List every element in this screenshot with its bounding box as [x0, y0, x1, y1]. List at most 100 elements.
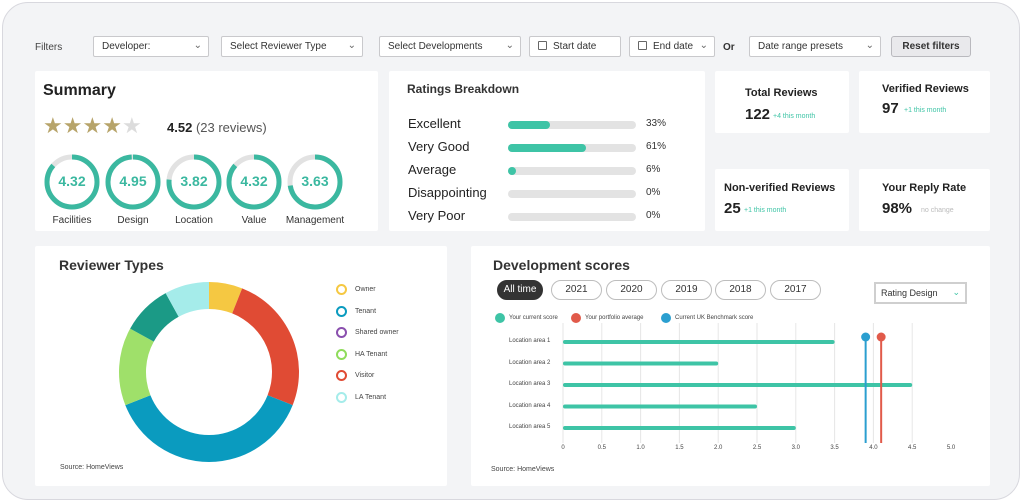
year-tab[interactable]: 2017: [770, 280, 821, 300]
category-label: Location area 3: [509, 381, 551, 387]
total-reviews-card: [715, 71, 849, 133]
legend-label: Owner: [355, 286, 376, 293]
donut-slice[interactable]: [119, 328, 154, 406]
gauge-fill: [44, 154, 100, 210]
x-tick-label: 0: [561, 445, 565, 451]
developments-select[interactable]: Select Developments ⌄: [379, 36, 521, 57]
verified-reviews-title: Verified Reviews: [882, 83, 969, 95]
chevron-down-icon: ⌄: [865, 40, 874, 51]
developer-select[interactable]: Developer: ⌄: [93, 36, 209, 57]
chevron-down-icon: ⌄: [193, 40, 202, 51]
rating-percent: 33%: [646, 118, 667, 129]
total-reviews-title: Total Reviews: [745, 87, 818, 99]
non-verified-reviews-card: [715, 169, 849, 231]
score-bar[interactable]: [563, 361, 719, 366]
verified-reviews-delta: +1 this month: [904, 107, 947, 114]
legend-swatch: [336, 284, 347, 295]
reviewer-types-donut-chart: [119, 282, 299, 462]
developments-select-value: Select Developments: [388, 41, 483, 52]
year-tab[interactable]: 2018: [715, 280, 766, 300]
score-gauge: 4.32: [225, 153, 283, 211]
legend-swatch: [661, 313, 671, 323]
or-label: Or: [723, 42, 735, 53]
date-presets-select[interactable]: Date range presets ⌄: [749, 36, 881, 57]
rating-percent: 61%: [646, 141, 667, 152]
gauge-fill: [105, 154, 161, 210]
donut-slice[interactable]: [125, 395, 293, 462]
gauge-fill: [226, 154, 282, 210]
reply-rate-card: [859, 169, 990, 231]
start-date-field[interactable]: Start date: [529, 36, 621, 57]
score-gauge: 4.95: [104, 153, 162, 211]
rating-type-value: Rating Design: [881, 288, 938, 298]
rating-bar-track: [508, 190, 636, 198]
rating-level-label: Average: [408, 162, 457, 177]
x-tick-label: 2.0: [714, 445, 723, 451]
developer-select-value: Developer:: [102, 41, 151, 52]
rating-bar-track: [508, 121, 636, 129]
legend-swatch: [336, 348, 347, 360]
legend-label: LA Tenant: [355, 394, 387, 401]
non-verified-reviews-title: Non-verified Reviews: [724, 182, 836, 194]
rating-level-label: Very Good: [408, 139, 470, 154]
gauge-fill: [166, 154, 222, 210]
rating-bar-fill: [508, 144, 587, 152]
reviewer-types-title: Reviewer Types: [59, 257, 164, 273]
rating-percent: 6%: [646, 164, 661, 175]
total-reviews-delta: +4 this month: [773, 113, 816, 120]
verified-reviews-value: 97: [882, 100, 899, 117]
gauge-value: 3.63: [301, 173, 329, 189]
non-verified-reviews-delta: +1 this month: [744, 207, 787, 214]
rating-level-label: Disappointing: [408, 185, 487, 200]
verified-reviews-card: [859, 71, 990, 133]
rating-summary: 4.52 (23 reviews): [167, 120, 267, 135]
score-bar[interactable]: [563, 426, 796, 430]
reply-rate-value: 98%: [882, 200, 913, 217]
year-tab[interactable]: 2021: [551, 280, 602, 300]
average-rating: 4.52: [167, 120, 193, 135]
score-bar[interactable]: [563, 383, 913, 387]
score-bar[interactable]: [563, 340, 835, 344]
star-filled-icon: ★: [43, 113, 63, 138]
filters-bar: Filters Developer: ⌄ Select Reviewer Typ…: [3, 33, 1019, 63]
reference-marker[interactable]: [876, 332, 886, 342]
star-filled-icon: ★: [102, 113, 122, 138]
gauge-value: 4.95: [119, 173, 147, 189]
legend-label: HA Tenant: [355, 350, 388, 358]
rating-type-select[interactable]: Rating Design ⌄: [874, 282, 967, 304]
calendar-icon: [538, 41, 547, 50]
year-tab[interactable]: 2020: [606, 280, 657, 300]
non-verified-reviews-value: 25: [724, 200, 741, 217]
legend-swatch: [336, 392, 347, 403]
score-bar[interactable]: [563, 404, 757, 409]
year-tab[interactable]: All time: [497, 280, 543, 300]
rating-percent: 0%: [646, 210, 661, 221]
category-label: Location area 5: [509, 424, 551, 430]
gauge-fill: [287, 154, 343, 210]
reference-marker[interactable]: [861, 332, 871, 342]
rating-breakdown-row: Excellent 33%: [408, 114, 678, 134]
gauge-value: 4.32: [58, 173, 86, 189]
star-filled-icon: ★: [82, 113, 103, 138]
rating-bar-track: [508, 144, 636, 152]
reviewer-type-select[interactable]: Select Reviewer Type ⌄: [221, 36, 363, 57]
date-presets-value: Date range presets: [758, 41, 844, 52]
legend-swatch: [336, 305, 347, 317]
legend-label: Tenant: [355, 307, 377, 315]
end-date-field[interactable]: End date ⌄: [629, 36, 715, 57]
reviewer-type-select-value: Select Reviewer Type: [230, 41, 327, 52]
donut-slice[interactable]: [165, 282, 209, 317]
donut-slice[interactable]: [130, 293, 179, 342]
year-tab[interactable]: 2019: [661, 280, 712, 300]
chevron-down-icon: ⌄: [952, 287, 960, 297]
donut-slice[interactable]: [209, 282, 243, 314]
start-date-text: Start date: [553, 41, 597, 52]
x-tick-label: 2.5: [752, 445, 762, 451]
legend-label: Current UK Benchmark score: [675, 315, 754, 321]
reset-filters-button[interactable]: Reset filters: [891, 36, 971, 57]
x-tick-label: 1.0: [636, 445, 645, 451]
gauge-ring: [226, 154, 282, 210]
chevron-down-icon: ⌄: [347, 40, 356, 51]
gauge-value: 4.32: [240, 173, 268, 189]
donut-slice[interactable]: [232, 288, 299, 406]
